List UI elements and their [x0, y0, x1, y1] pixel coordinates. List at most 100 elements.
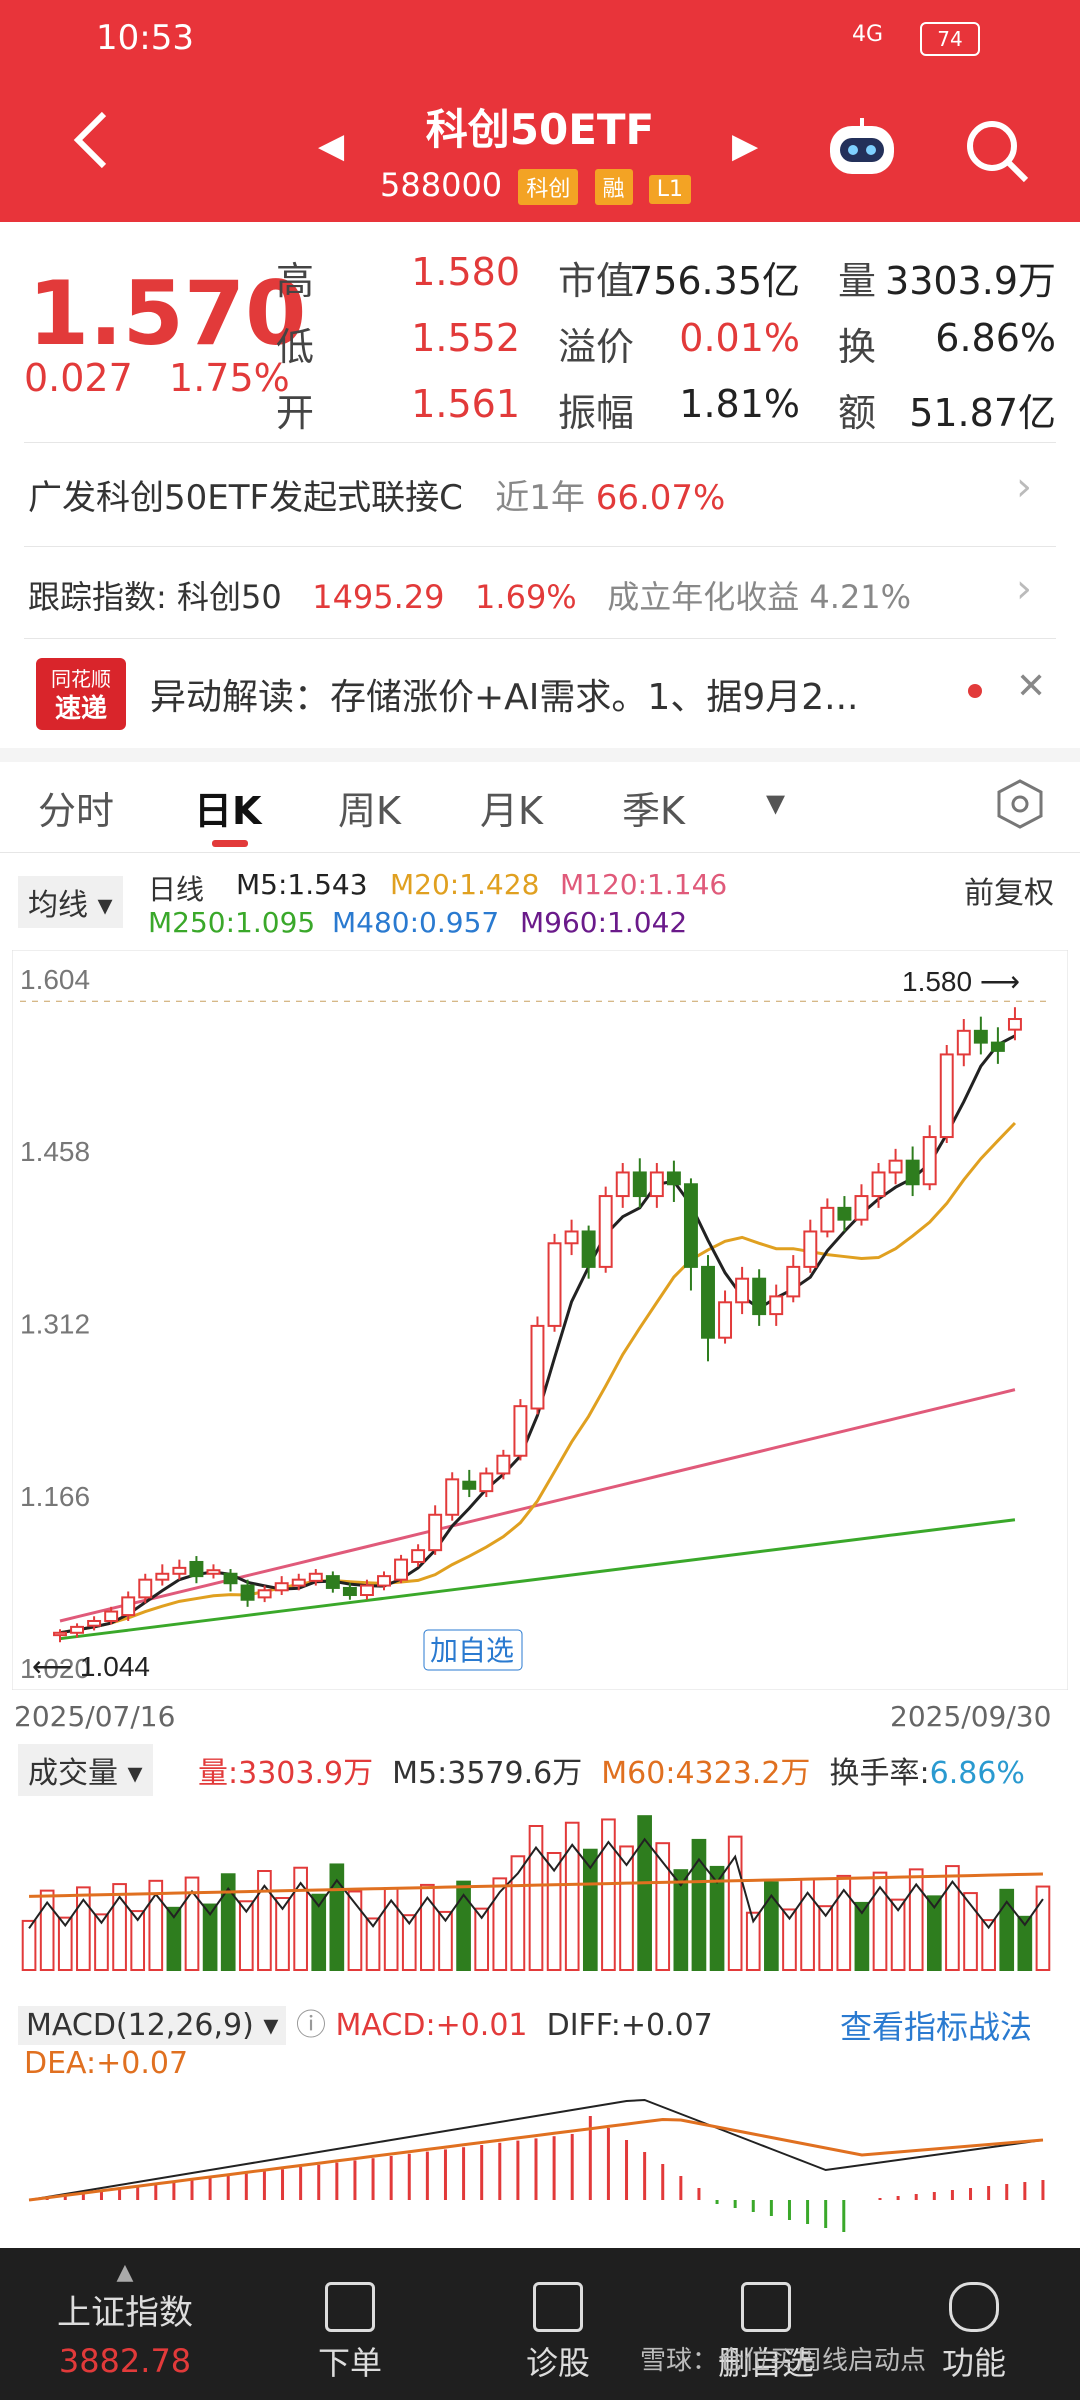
indicator-strategy-link[interactable]: 查看指标战法 — [840, 2008, 1033, 2046]
current-price: 1.570 — [28, 262, 307, 365]
volume-bar — [39, 1889, 55, 1971]
candle-body — [445, 1478, 460, 1516]
settings-hex-icon[interactable] — [994, 778, 1046, 830]
index-pct: 1.69% — [475, 578, 577, 616]
volume-bar — [637, 1815, 652, 1971]
stat-value: 1.552 — [411, 316, 520, 360]
candle-body — [87, 1619, 102, 1627]
search-icon[interactable] — [964, 118, 1030, 184]
candle-body — [274, 1582, 289, 1592]
candle-body — [479, 1472, 494, 1493]
volume-bar — [709, 1865, 725, 1971]
active-tab-indicator — [212, 840, 248, 847]
volume-bar — [872, 1871, 888, 1971]
stat-value: 756.35亿 — [629, 259, 800, 303]
candle-body — [701, 1265, 715, 1339]
stat-label: 低 — [276, 325, 315, 369]
candle-body — [138, 1578, 153, 1599]
volume-bar — [347, 1890, 363, 1971]
candle-body — [53, 1631, 67, 1637]
price-change: 0.027 — [24, 356, 133, 400]
macd-chart — [28, 2098, 1045, 2232]
candle-body — [359, 1584, 374, 1597]
volume-bar — [854, 1901, 870, 1971]
volume-bar — [673, 1869, 689, 1971]
volume-bar — [601, 1818, 616, 1971]
nav-remove-watch[interactable]: 删自选 — [686, 2282, 846, 2384]
next-stock-icon[interactable]: ▶ — [732, 126, 759, 166]
news-text[interactable]: 异动解读：存储涨价+AI需求。1、据9月2... — [150, 677, 859, 718]
volume-bar — [890, 1898, 906, 1971]
prev-stock-icon[interactable]: ◀ — [318, 126, 345, 166]
fund-period: 近1年 — [495, 478, 585, 518]
macd-selector[interactable]: MACD(12,26,9) ▾ — [18, 2006, 287, 2045]
menu-circle-icon — [949, 2282, 999, 2332]
nav-order[interactable]: 下单 — [270, 2282, 430, 2384]
index-track-row[interactable]: 跟踪指数: 科创50 1495.29 1.69% 成立年化收益 4.21% › — [28, 566, 1060, 618]
ma-legend-item: M480:0.957 — [332, 906, 500, 939]
tag-kechuang: 科创 — [518, 169, 579, 205]
back-icon[interactable] — [72, 110, 112, 170]
ma-legend-item: M250:1.095 — [148, 906, 316, 939]
candle-body — [223, 1572, 238, 1585]
volume-bar — [492, 1877, 508, 1971]
candle-body — [939, 1053, 954, 1139]
robot-assistant-icon[interactable] — [826, 116, 898, 180]
stock-title: 科创50ETF — [425, 105, 655, 154]
price-change-row: 0.027 1.75% — [24, 356, 290, 400]
battery-icon: 74 — [920, 22, 980, 56]
plus-box-icon — [533, 2282, 583, 2332]
nav-function[interactable]: 功能 — [894, 2282, 1054, 2384]
close-icon[interactable]: ✕ — [1016, 666, 1047, 707]
volume-chart[interactable] — [12, 1784, 1068, 1974]
candle-body — [257, 1589, 272, 1599]
candle-body — [786, 1265, 801, 1298]
candle-body — [803, 1230, 818, 1268]
tab-monthly-k[interactable]: 月K — [480, 789, 543, 833]
stat-label: 开 — [276, 391, 315, 435]
candle-body — [666, 1171, 681, 1186]
volume-bar — [293, 1866, 308, 1971]
ma-period: 日线 — [148, 873, 205, 906]
candlestick-chart[interactable]: 1.604 1.458 1.312 1.166 1.020 1.580 ⟶ ⟵ 1.044 加… — [12, 950, 1068, 1690]
candle-body — [1007, 1018, 1022, 1031]
volume-bar — [963, 1892, 978, 1971]
tab-daily-k[interactable]: 日K — [194, 789, 262, 833]
candle-body — [990, 1041, 1005, 1052]
fund-link-row[interactable]: 广发科创50ETF发起式联接C 近1年 66.07% › — [28, 464, 1060, 519]
volume-bar — [999, 1888, 1015, 1971]
stat-label: 额 — [838, 391, 877, 435]
tab-weekly-k[interactable]: 周K — [338, 789, 401, 833]
candle-body — [547, 1242, 562, 1327]
volume-bar — [130, 1910, 146, 1972]
candle-body — [905, 1159, 920, 1186]
divider — [0, 852, 1080, 853]
volume-selector[interactable]: 成交量 ▾ — [18, 1744, 153, 1796]
unread-dot — [968, 684, 982, 698]
adjust-mode[interactable]: 前复权 — [964, 876, 1054, 911]
stat-label: 振幅 — [558, 391, 635, 435]
volume-bar — [655, 1842, 671, 1972]
top-header: 10:53 4G 74 ◀ 科创50ETF ▶ 588000 科创 融 L1 — [0, 0, 1080, 222]
candle-body — [308, 1572, 323, 1582]
candle-body — [649, 1171, 664, 1198]
tab-fenshi[interactable]: 分时 — [38, 789, 115, 833]
volume-bar — [202, 1903, 218, 1971]
volume-bar — [365, 1917, 381, 1971]
volume-bar — [220, 1873, 236, 1971]
nav-diagnose[interactable]: 诊股 — [478, 2282, 638, 2384]
volume-legend: 量:3303.9万 M5:3579.6万 M60:4323.2万 换手率:6.8… — [198, 1756, 1025, 1791]
volume-bar — [112, 1883, 127, 1971]
tab-quarter-k[interactable]: 季K — [622, 789, 685, 833]
candle-body — [871, 1171, 886, 1198]
volume-bar — [582, 1848, 598, 1971]
add-watch-label[interactable]: 加自选 — [423, 1629, 523, 1671]
fund-name: 广发科创50ETF发起式联接C — [28, 478, 463, 518]
ma-selector[interactable]: 均线 ▾ — [18, 876, 123, 928]
y-tick-label: 1.604 — [20, 964, 90, 995]
ma-legend-item: M120:1.146 — [560, 868, 728, 901]
index-widget[interactable]: ▲ 上证指数 3882.78 — [57, 2260, 193, 2380]
candle-body — [513, 1405, 528, 1457]
date-start: 2025/07/16 — [14, 1700, 176, 1733]
tab-more[interactable]: 更多 ▾ — [766, 780, 804, 1668]
